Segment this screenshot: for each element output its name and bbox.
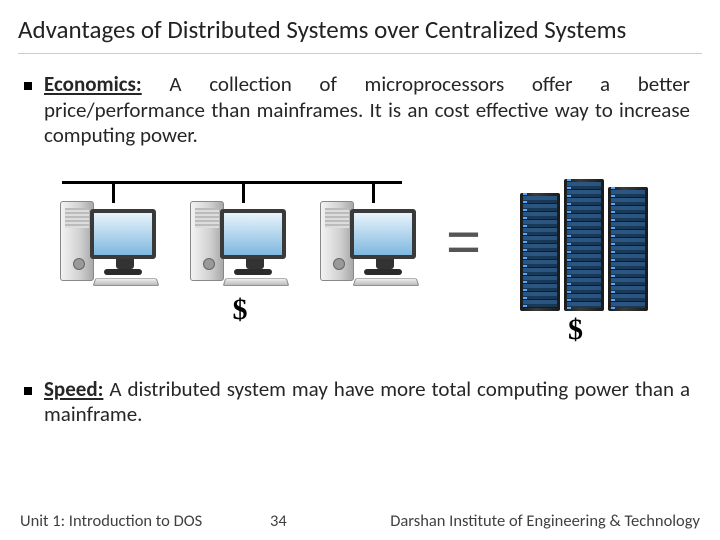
slide-container: Advantages of Distributed Systems over C… <box>0 0 720 540</box>
dollar-icon: $ <box>190 293 290 327</box>
monitor-icon <box>90 209 156 259</box>
bullet-text: Speed: A distributed system may have mor… <box>44 377 690 428</box>
bullet-body: A collection of microprocessors offer a … <box>44 71 690 148</box>
monitor-stand-icon <box>364 269 402 275</box>
equals-icon: = <box>446 207 481 276</box>
workstation <box>320 197 420 287</box>
workstation <box>60 197 160 287</box>
keyboard-icon <box>223 278 290 286</box>
footer-institute: Darshan Institute of Engineering & Techn… <box>390 511 700 531</box>
footer-unit-label: Unit 1: Introduction to DOS <box>20 511 202 531</box>
monitor-icon <box>220 209 286 259</box>
slide-content: Economics: A collection of microprocesso… <box>18 54 702 540</box>
tower-icon <box>60 201 94 281</box>
bullet-marker-icon <box>24 82 32 90</box>
slide-title: Advantages of Distributed Systems over C… <box>18 10 702 54</box>
workstation: $ <box>190 197 290 327</box>
server-cluster-icon <box>520 171 650 311</box>
monitor-stand-icon <box>104 269 142 275</box>
tower-icon <box>190 201 224 281</box>
server-rack-icon <box>564 179 604 311</box>
keyboard-icon <box>93 278 160 286</box>
tower-icon <box>320 201 354 281</box>
monitor-stand-icon <box>234 269 272 275</box>
bullet-text: Economics: A collection of microprocesso… <box>44 72 690 149</box>
workstation-icon <box>320 197 420 287</box>
server-rack-icon <box>520 193 560 311</box>
dollar-icon: $ <box>568 313 583 347</box>
footer-page-number: 34 <box>270 511 287 531</box>
bullet-economics: Economics: A collection of microprocesso… <box>18 72 702 149</box>
slide-footer: Unit 1: Introduction to DOS 34 Darshan I… <box>0 502 720 540</box>
workstation-icon <box>190 197 290 287</box>
bullet-heading: Speed: <box>44 376 103 402</box>
bullet-heading: Economics: <box>44 71 142 97</box>
comparison-diagram: $ = $ <box>40 163 680 353</box>
bullet-marker-icon <box>24 387 32 395</box>
workstation-icon <box>60 197 160 287</box>
keyboard-icon <box>353 278 420 286</box>
server-rack-icon <box>608 187 648 311</box>
bullet-body: A distributed system may have more total… <box>44 376 690 428</box>
bullet-speed: Speed: A distributed system may have mor… <box>18 377 702 428</box>
monitor-icon <box>350 209 416 259</box>
